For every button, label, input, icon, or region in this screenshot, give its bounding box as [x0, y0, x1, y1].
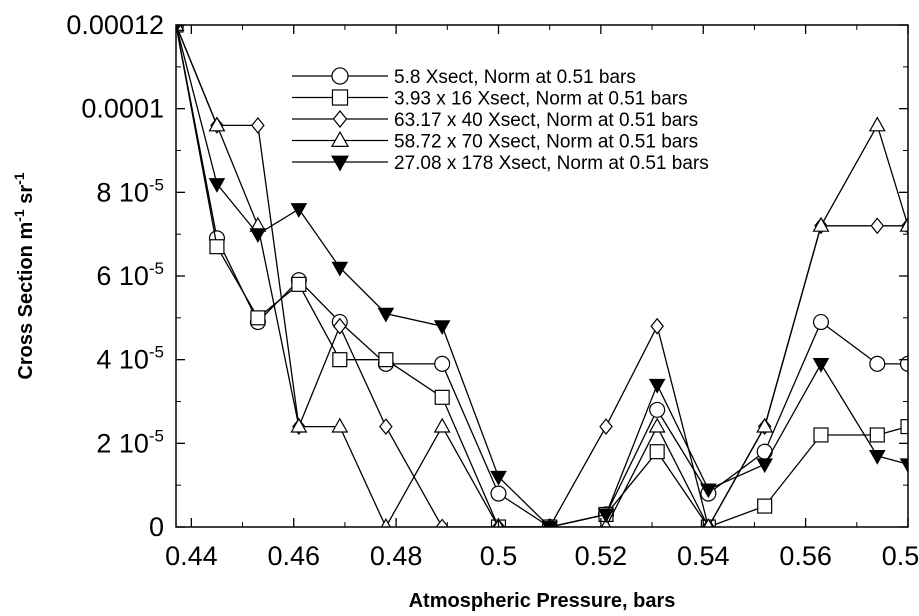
data-point	[378, 352, 394, 368]
data-point	[208, 116, 226, 132]
data-point	[756, 417, 774, 433]
y-tick-label: 0	[149, 512, 164, 542]
data-point	[290, 417, 308, 433]
legend-marker	[331, 89, 349, 106]
data-point	[380, 517, 391, 527]
y-axis-label: Cross Section m-1 sr-1	[11, 172, 37, 379]
data-point	[650, 317, 664, 335]
data-point	[291, 276, 307, 292]
legend-label: 58.72 x 70 Xsect, Norm at 0.51 bars	[394, 132, 698, 153]
data-point	[812, 313, 830, 331]
data-point	[433, 320, 451, 336]
series-line	[176, 25, 908, 527]
series-line	[176, 25, 908, 527]
data-point	[869, 427, 885, 443]
data-point	[332, 352, 348, 368]
data-point	[757, 498, 773, 514]
data-point	[648, 417, 666, 433]
series-line	[176, 25, 908, 527]
data-point	[250, 310, 266, 326]
data-point	[333, 317, 347, 335]
data-point	[490, 470, 507, 486]
data-point	[868, 449, 886, 465]
data-point	[649, 444, 665, 460]
data-point	[249, 228, 267, 243]
data-point	[870, 217, 885, 235]
data-point	[648, 378, 666, 394]
data-point	[377, 307, 395, 323]
data-point	[756, 443, 773, 460]
data-point	[700, 483, 717, 499]
legend-label: 63.17 x 40 Xsect, Norm at 0.51 bars	[394, 110, 698, 131]
data-point	[435, 518, 449, 527]
x-tick-label: 0.52	[575, 541, 628, 571]
data-point	[649, 401, 666, 418]
legend-marker	[332, 109, 348, 129]
x-axis-label: Atmospheric Pressure, bars	[409, 590, 676, 612]
legend-label: 27.08 x 178 Xsect, Norm at 0.51 bars	[394, 153, 709, 174]
axes: 0 2 10-5 4 10-5 6 10-5 8 10-5 0.0001 0.00012 0.…	[11, 10, 919, 612]
data-point	[899, 458, 908, 474]
plot-area	[176, 25, 908, 527]
legend-label: 3.93 x 16 Xsect, Norm at 0.51 bars	[394, 89, 688, 110]
series-2	[176, 25, 908, 527]
x-tick-label: 0.46	[267, 541, 320, 571]
data-point	[379, 418, 393, 435]
x-tick-label: 0.48	[370, 541, 423, 571]
legend-entry: 3.93 x 16 Xsect, Norm at 0.51 bars	[292, 89, 688, 110]
data-point	[703, 517, 714, 527]
data-point	[434, 389, 450, 405]
x-tick-label: 0.56	[779, 541, 832, 571]
data-point	[490, 485, 507, 502]
data-point	[331, 417, 349, 433]
x-tick-label: 0.58	[882, 541, 919, 571]
data-point	[597, 508, 615, 524]
data-point	[812, 216, 830, 232]
data-point	[331, 261, 349, 277]
data-point	[208, 178, 226, 193]
x-tick-label: 0.5	[480, 541, 518, 571]
data-point	[599, 418, 613, 435]
data-point	[251, 117, 265, 134]
y-tick-label: 0.0001	[81, 94, 164, 124]
y-tick-label: 8 10-5	[96, 175, 164, 207]
data-point	[813, 427, 829, 443]
data-point	[868, 116, 886, 132]
data-point	[434, 355, 451, 372]
x-tick-label: 0.44	[165, 541, 218, 571]
series-5	[176, 25, 908, 527]
data-point	[290, 203, 308, 218]
data-point	[899, 216, 908, 232]
legend-entry: 63.17 x 40 Xsect, Norm at 0.51 bars	[292, 109, 698, 131]
data-point	[176, 25, 181, 34]
data-point	[869, 355, 886, 372]
legend-entry: 27.08 x 178 Xsect, Norm at 0.51 bars	[292, 153, 709, 174]
y-tick-label: 2 10-5	[96, 426, 164, 458]
data-point	[433, 417, 451, 433]
legend-entry: 58.72 x 70 Xsect, Norm at 0.51 bars	[292, 130, 698, 153]
data-point	[812, 357, 830, 373]
y-tick-label: 0.00012	[66, 10, 164, 40]
series-4	[176, 25, 908, 527]
legend-entry: 5.8 Xsect, Norm at 0.51 bars	[292, 67, 636, 88]
y-tick-label: 6 10-5	[96, 259, 164, 291]
y-tick-label: 4 10-5	[96, 343, 164, 375]
x-tick-label: 0.54	[677, 541, 730, 571]
legend-label: 5.8 Xsect, Norm at 0.51 bars	[394, 67, 636, 88]
data-point	[756, 458, 773, 474]
legend-marker	[331, 67, 349, 85]
data-point	[209, 239, 225, 255]
legend-marker	[330, 130, 350, 147]
legend-marker	[331, 155, 349, 172]
